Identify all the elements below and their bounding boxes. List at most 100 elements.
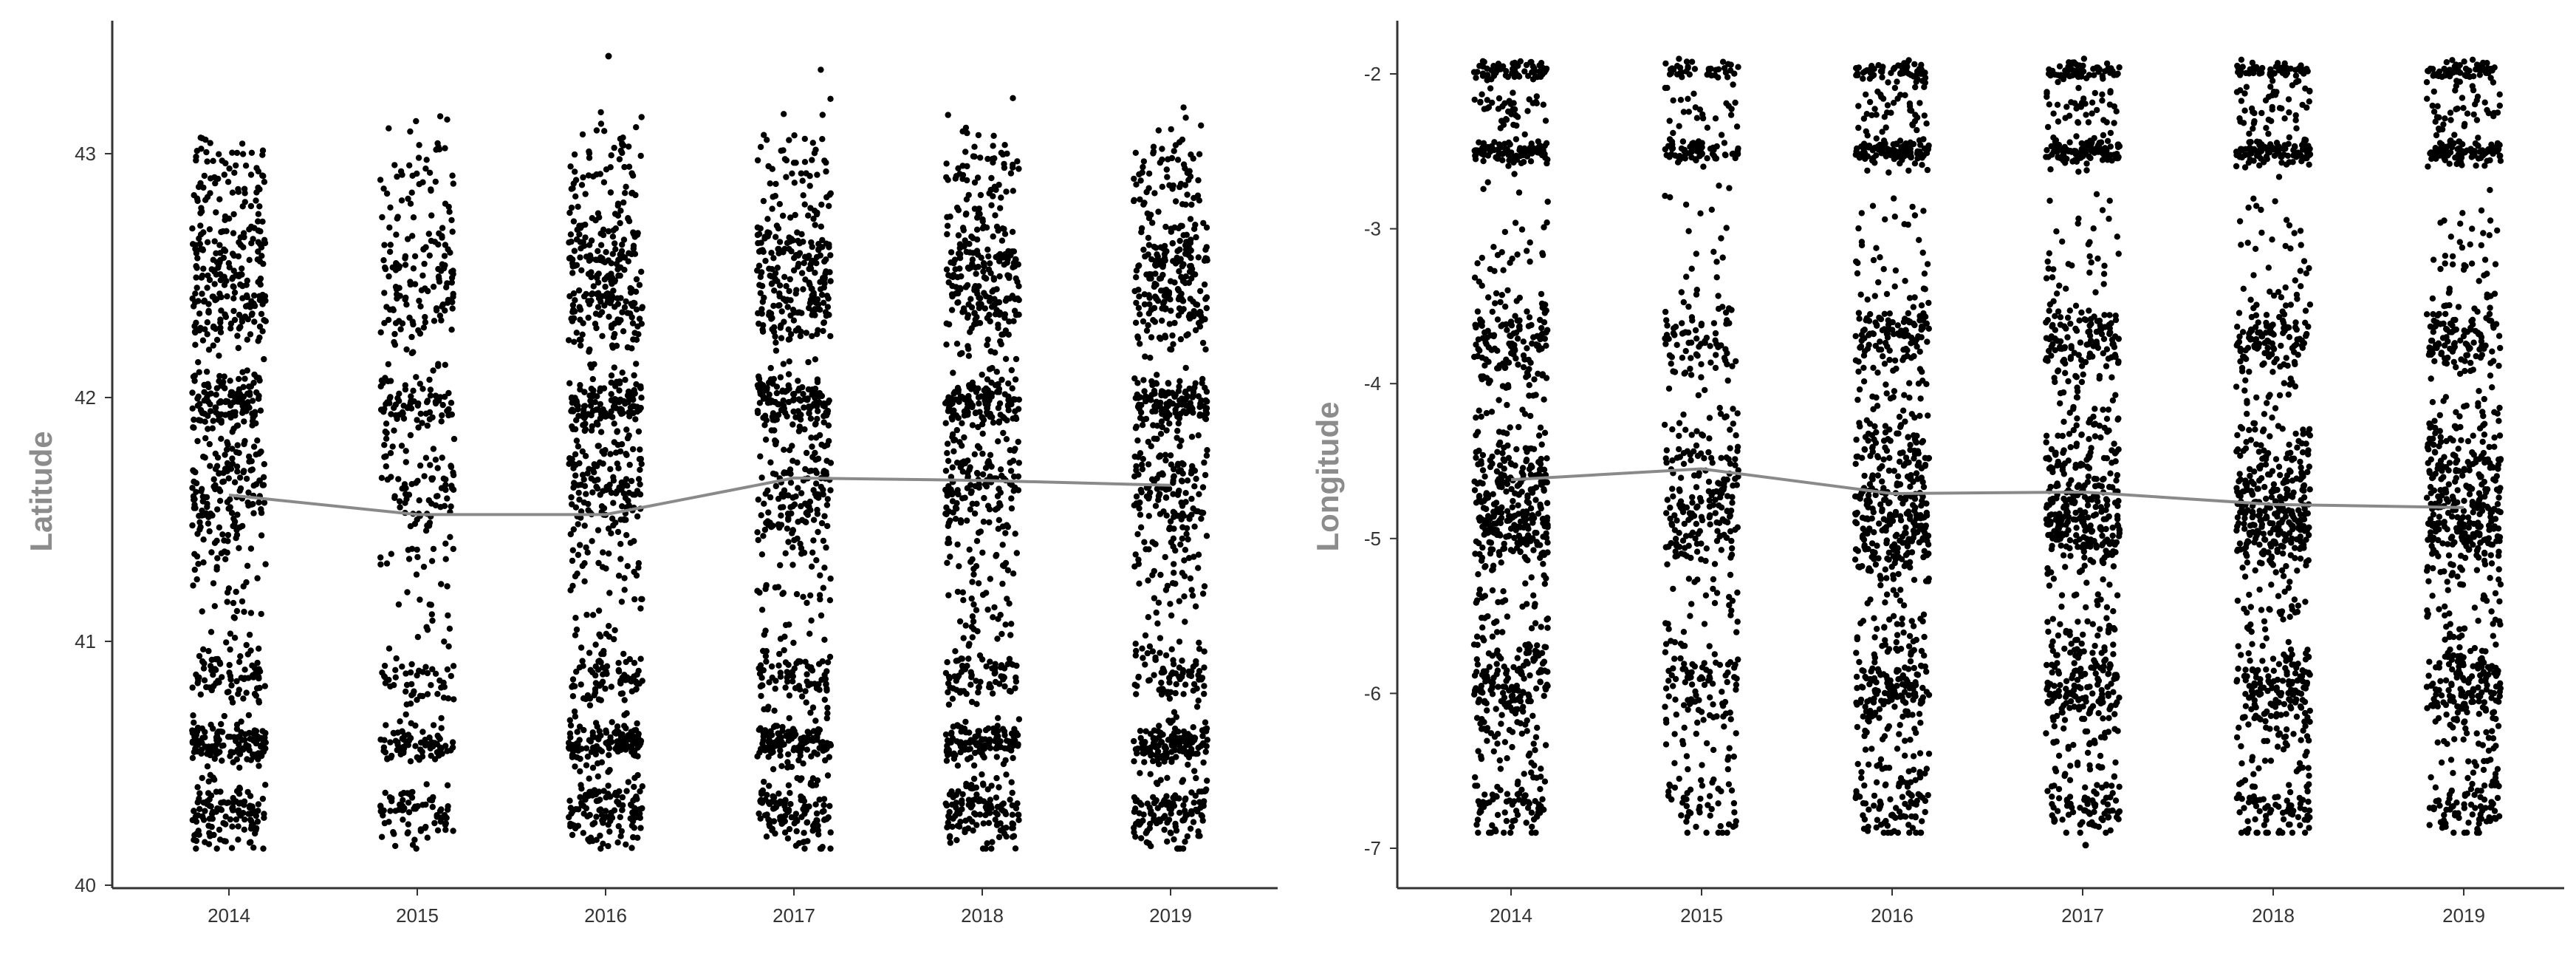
data-point bbox=[764, 487, 771, 494]
data-point bbox=[429, 617, 436, 624]
data-point bbox=[575, 806, 582, 813]
data-point bbox=[1166, 412, 1173, 418]
data-point bbox=[205, 778, 212, 785]
data-point bbox=[577, 755, 583, 763]
data-point bbox=[220, 819, 227, 827]
data-point bbox=[230, 211, 237, 218]
data-point bbox=[584, 753, 592, 760]
data-point bbox=[1172, 689, 1179, 697]
data-point bbox=[1190, 505, 1196, 512]
data-point bbox=[967, 506, 974, 513]
data-point bbox=[959, 225, 967, 231]
data-point bbox=[382, 789, 388, 797]
data-point bbox=[950, 272, 957, 279]
data-point bbox=[784, 413, 790, 420]
data-point bbox=[1170, 466, 1177, 473]
data-point bbox=[945, 689, 951, 696]
data-point bbox=[948, 249, 955, 256]
data-point bbox=[786, 137, 792, 143]
data-point bbox=[233, 162, 239, 169]
data-point bbox=[814, 415, 821, 423]
data-point bbox=[755, 373, 762, 380]
data-point bbox=[634, 513, 641, 520]
data-point bbox=[1145, 438, 1152, 446]
data-point bbox=[955, 657, 962, 664]
data-point bbox=[1175, 845, 1182, 852]
data-point bbox=[633, 572, 640, 579]
data-point bbox=[981, 494, 987, 502]
data-point bbox=[984, 840, 990, 847]
data-point bbox=[603, 294, 611, 301]
data-point bbox=[415, 424, 422, 431]
data-point bbox=[1010, 318, 1017, 324]
data-point bbox=[588, 237, 595, 244]
data-point bbox=[1137, 819, 1144, 827]
data-point bbox=[247, 757, 254, 763]
data-point bbox=[773, 339, 779, 346]
data-point bbox=[200, 184, 207, 191]
data-point bbox=[450, 545, 456, 553]
data-point bbox=[606, 828, 613, 835]
data-point bbox=[827, 333, 834, 340]
data-point bbox=[407, 432, 414, 439]
data-point bbox=[606, 550, 612, 557]
data-point bbox=[760, 197, 767, 205]
data-point bbox=[970, 250, 976, 256]
data-point bbox=[606, 623, 612, 630]
data-point bbox=[792, 493, 799, 499]
data-point bbox=[431, 318, 438, 324]
data-point bbox=[1008, 495, 1015, 502]
data-point bbox=[582, 221, 589, 228]
data-point bbox=[784, 511, 792, 517]
data-point bbox=[609, 233, 617, 240]
data-point bbox=[762, 797, 769, 803]
data-point bbox=[814, 376, 821, 383]
data-point bbox=[216, 352, 222, 359]
data-point bbox=[1015, 816, 1022, 824]
data-point bbox=[944, 214, 950, 220]
data-point bbox=[197, 691, 204, 698]
data-point bbox=[576, 460, 583, 467]
data-point bbox=[620, 142, 627, 149]
data-point bbox=[821, 802, 827, 808]
data-point bbox=[1161, 758, 1168, 765]
data-point bbox=[256, 450, 262, 457]
data-point bbox=[638, 596, 645, 602]
data-point bbox=[1168, 346, 1175, 353]
data-point bbox=[1157, 452, 1164, 459]
data-point bbox=[394, 741, 401, 749]
data-point bbox=[423, 781, 430, 788]
data-point bbox=[1198, 515, 1205, 522]
data-point bbox=[801, 830, 807, 836]
data-point bbox=[448, 482, 455, 489]
data-point bbox=[383, 429, 390, 437]
data-point bbox=[214, 454, 222, 461]
data-point bbox=[197, 134, 204, 141]
data-point bbox=[233, 463, 241, 470]
data-point bbox=[402, 253, 409, 259]
data-point bbox=[258, 610, 264, 618]
data-point bbox=[596, 214, 603, 221]
data-point bbox=[942, 669, 950, 677]
data-point bbox=[626, 655, 633, 663]
data-point bbox=[1158, 388, 1165, 395]
data-point bbox=[600, 179, 608, 185]
data-point bbox=[976, 652, 984, 659]
data-point bbox=[950, 723, 957, 730]
data-point bbox=[977, 678, 984, 685]
data-point bbox=[258, 532, 265, 539]
data-point bbox=[996, 516, 1003, 523]
data-point bbox=[635, 560, 642, 567]
data-point bbox=[823, 268, 829, 275]
data-point bbox=[1142, 353, 1148, 360]
data-point bbox=[1179, 524, 1186, 531]
data-point bbox=[815, 301, 822, 308]
data-point bbox=[979, 218, 986, 225]
data-point bbox=[236, 764, 243, 771]
data-point bbox=[229, 823, 236, 830]
data-point bbox=[417, 303, 424, 310]
data-point bbox=[815, 831, 822, 838]
data-point bbox=[417, 381, 423, 387]
data-point bbox=[255, 218, 261, 225]
data-point bbox=[959, 662, 966, 669]
